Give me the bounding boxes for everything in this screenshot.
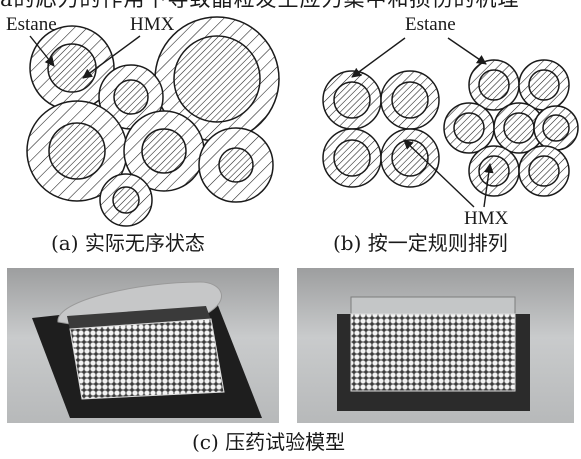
panel-a-particles [26,16,280,227]
caption-b: (b) 按一定规则排列 [333,231,508,255]
particle [518,59,570,111]
particle [380,128,440,188]
particle [123,110,205,192]
caption-c: (c) 压药试验模型 [192,430,346,454]
caption-a: (a) 实际无序状态 [51,231,205,255]
panel-c-left-model [7,268,279,423]
particle [26,100,128,202]
particle [29,25,115,111]
particle [468,145,520,197]
panel-b-square-array [322,70,440,188]
arrow-estane-a [29,35,55,67]
label-estane-a: Estane [6,14,57,35]
particle [493,102,545,154]
particle [322,128,382,188]
particle [198,127,274,203]
particle [518,145,570,197]
particle [468,59,520,111]
arrow-hmx-b-left [403,139,475,208]
panel-b-hex-array [443,59,579,197]
label-hmx-b: HMX [464,208,509,229]
particle [380,70,440,130]
particle [533,105,579,151]
label-hmx-a: HMX [130,14,175,35]
panel-c-right-model [297,268,574,423]
arrow-estane-b-left [351,37,406,78]
top-text-fragment: a的応力的作用下导致晶粒发生应力集中和损伤的机理 [0,0,520,10]
particle [98,64,164,130]
particle [99,173,153,227]
arrow-estane-b-right [447,37,487,65]
particle [322,70,382,130]
particle [443,102,495,154]
arrow-hmx-b-right [483,163,494,208]
arrow-hmx-a [82,35,141,79]
particle [154,16,280,142]
label-estane-b: Estane [405,14,456,35]
